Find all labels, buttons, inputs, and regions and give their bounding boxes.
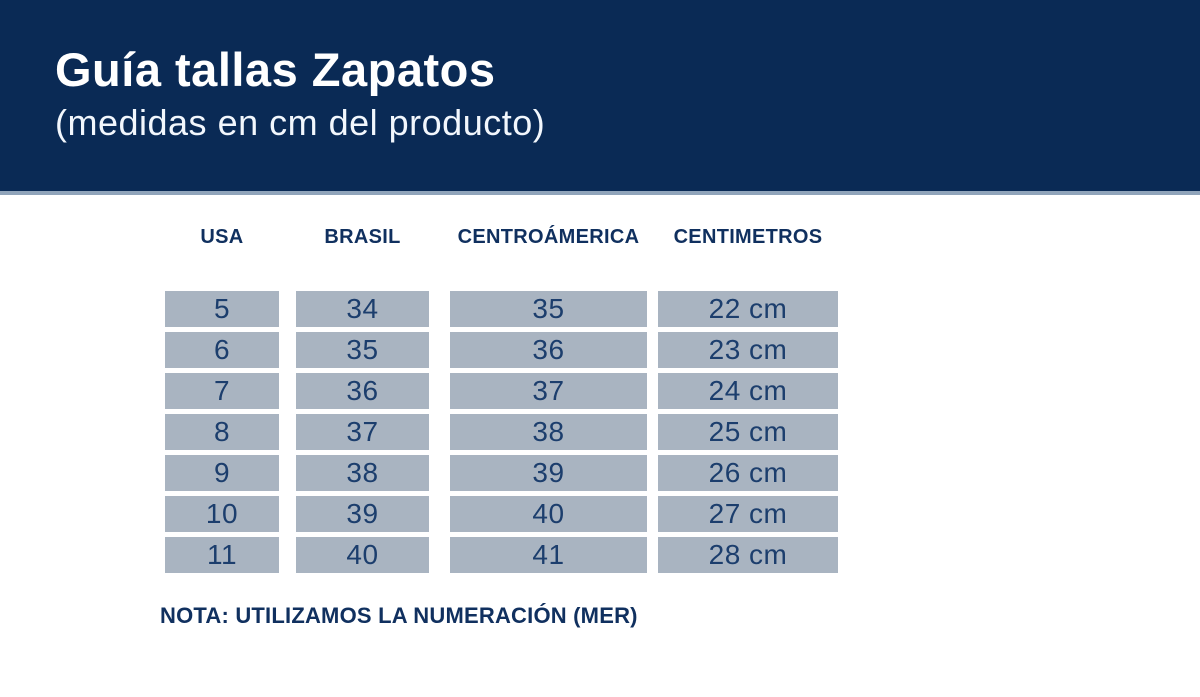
column-header-centimetros: CENTIMETROS — [673, 226, 823, 248]
size-cell: 5 — [165, 291, 279, 327]
size-cell: 41 — [450, 537, 647, 573]
size-column-centimetros: CENTIMETROS 22 cm 23 cm 24 cm 25 cm 26 c… — [658, 222, 838, 578]
size-cell: 38 — [450, 414, 647, 450]
size-cell: 36 — [450, 332, 647, 368]
header-banner: Guía tallas Zapatos (medidas en cm del p… — [0, 0, 1200, 191]
footnote: NOTA: UTILIZAMOS LA NUMERACIÓN (MER) — [160, 603, 638, 628]
size-cell: 34 — [296, 291, 429, 327]
size-cell: 11 — [165, 537, 279, 573]
size-cell: 39 — [296, 496, 429, 532]
size-cell: 6 — [165, 332, 279, 368]
size-cell: 10 — [165, 496, 279, 532]
size-cell: 27 cm — [658, 496, 838, 532]
size-cell: 39 — [450, 455, 647, 491]
size-cell: 8 — [165, 414, 279, 450]
size-cell: 37 — [296, 414, 429, 450]
size-cell: 22 cm — [658, 291, 838, 327]
page-subtitle: (medidas en cm del producto) — [55, 102, 546, 143]
column-header-usa: USA — [200, 226, 244, 248]
page-title: Guía tallas Zapatos — [55, 43, 496, 96]
size-cell: 24 cm — [658, 373, 838, 409]
size-cell: 36 — [296, 373, 429, 409]
size-cell: 26 cm — [658, 455, 838, 491]
size-cell: 7 — [165, 373, 279, 409]
size-cell: 40 — [296, 537, 429, 573]
size-column-usa: USA 5 6 7 8 9 10 11 — [165, 222, 279, 578]
column-header-centroamerica: CENTROÁMERICA — [457, 226, 640, 248]
size-cell: 37 — [450, 373, 647, 409]
size-cell: 28 cm — [658, 537, 838, 573]
size-cell: 9 — [165, 455, 279, 491]
banner-separator-line — [0, 191, 1200, 195]
size-cell: 38 — [296, 455, 429, 491]
size-cell: 40 — [450, 496, 647, 532]
size-column-brasil: BRASIL 34 35 36 37 38 39 40 — [296, 222, 429, 578]
size-cell: 35 — [450, 291, 647, 327]
size-cell: 25 cm — [658, 414, 838, 450]
size-cell: 35 — [296, 332, 429, 368]
column-header-brasil: BRASIL — [324, 226, 401, 248]
size-column-centroamerica: CENTROÁMERICA 35 36 37 38 39 40 41 — [450, 222, 647, 578]
size-cell: 23 cm — [658, 332, 838, 368]
